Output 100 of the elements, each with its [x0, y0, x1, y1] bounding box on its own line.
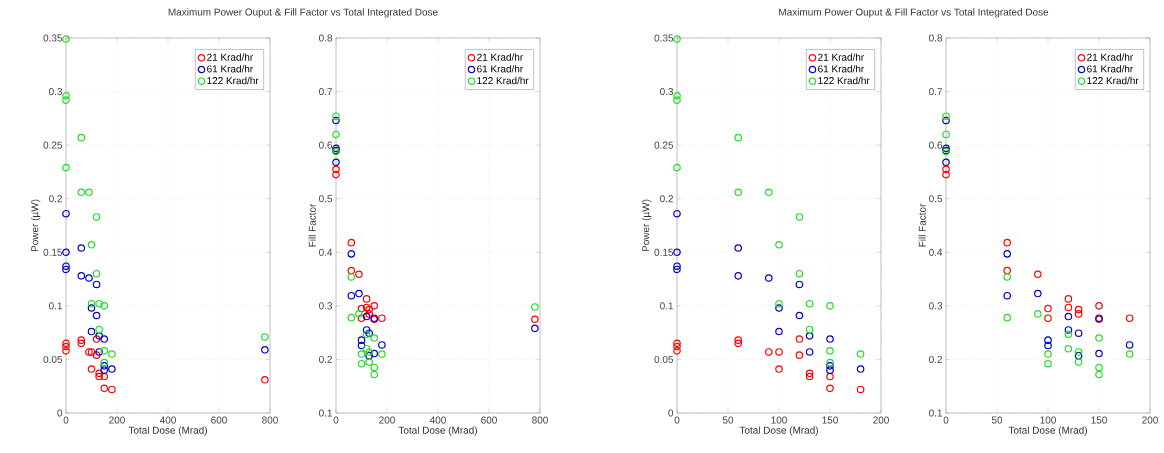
- point: [347, 291, 356, 300]
- point: [1003, 313, 1012, 322]
- point: [673, 339, 681, 348]
- legend-label: 21 Krad/hr: [818, 53, 864, 61]
- x-tick-label: 200: [873, 416, 889, 424]
- point: [62, 262, 70, 271]
- point: [87, 327, 96, 336]
- y-tick-label: 0.1: [660, 302, 674, 310]
- point: [826, 335, 834, 343]
- point: [77, 188, 86, 197]
- point: [62, 92, 70, 100]
- point: [1125, 314, 1134, 322]
- point: [1044, 359, 1052, 368]
- point: [734, 244, 743, 252]
- legend-label: 122 Krad/hr: [477, 76, 529, 85]
- x-tick-label: 600: [211, 416, 227, 424]
- point: [347, 273, 356, 281]
- y-tick-label: 0.05: [654, 355, 674, 363]
- point: [362, 295, 371, 303]
- x-tick-label: 200: [109, 416, 125, 424]
- point: [378, 341, 386, 349]
- point: [100, 362, 109, 370]
- point: [100, 302, 109, 310]
- y-tick-label: 0.1: [49, 302, 62, 310]
- point: [734, 188, 743, 197]
- y-tick-label: 0.2: [49, 195, 62, 203]
- point: [357, 350, 366, 358]
- point: [87, 304, 96, 312]
- point: [826, 302, 834, 310]
- point: [347, 266, 356, 275]
- point: [1074, 358, 1083, 366]
- point: [1044, 314, 1052, 322]
- point: [673, 92, 681, 100]
- point: [100, 366, 109, 374]
- point: [734, 272, 743, 280]
- point: [805, 332, 814, 340]
- point: [332, 165, 340, 174]
- point: [362, 326, 371, 334]
- x-axis-title: Total Dose (Mrad): [1008, 426, 1087, 436]
- point: [62, 265, 70, 274]
- point: [1064, 326, 1073, 334]
- point: [347, 250, 356, 258]
- point: [332, 170, 340, 179]
- legend-label: 122 Krad/hr: [207, 76, 259, 85]
- point: [95, 372, 103, 381]
- y-tick-label: 0.7: [929, 88, 942, 96]
- point: [100, 384, 109, 393]
- x-tick-label: 200: [379, 416, 395, 424]
- point: [355, 289, 363, 298]
- point: [1044, 336, 1052, 344]
- point: [357, 304, 366, 313]
- point: [100, 347, 109, 355]
- point: [765, 348, 773, 356]
- point: [332, 116, 340, 125]
- point: [92, 311, 101, 320]
- point: [62, 209, 70, 218]
- point: [62, 342, 70, 351]
- point: [805, 369, 814, 378]
- point: [332, 112, 340, 121]
- legend-label: 61 Krad/hr: [477, 65, 523, 73]
- point: [942, 170, 950, 179]
- point: [531, 315, 539, 324]
- x-tick-label: 400: [159, 416, 176, 424]
- x-tick-label: 100: [771, 416, 787, 424]
- point: [355, 270, 363, 279]
- point: [1044, 341, 1052, 350]
- point: [1064, 312, 1073, 321]
- y-axis-title: Fill Factor: [308, 203, 316, 247]
- y-tick-label: 0.4: [929, 248, 943, 256]
- point: [826, 366, 834, 374]
- point: [362, 303, 371, 312]
- point: [1125, 341, 1134, 349]
- point: [1034, 289, 1042, 298]
- legend-label: 122 Krad/hr: [1087, 76, 1139, 85]
- point: [1064, 303, 1073, 312]
- point: [1074, 310, 1083, 318]
- point: [856, 385, 865, 394]
- point: [673, 96, 681, 104]
- point: [775, 299, 783, 308]
- point: [1095, 370, 1103, 379]
- y-tick-label: 0.6: [929, 141, 943, 149]
- point: [826, 372, 834, 381]
- point: [765, 188, 773, 197]
- point: [795, 213, 804, 221]
- legend-label: 61 Krad/hr: [1087, 65, 1133, 73]
- point: [378, 314, 386, 322]
- y-tick-label: 0.2: [660, 195, 673, 203]
- point: [942, 112, 950, 121]
- x-tick-label: 100: [1040, 416, 1056, 424]
- y-tick-label: 0.35: [43, 34, 63, 42]
- x-tick-label: 0: [63, 416, 69, 424]
- x-tick-label: 0: [943, 416, 949, 424]
- point: [77, 339, 86, 348]
- y-tick-label: 0.2: [929, 355, 942, 363]
- point: [347, 238, 356, 247]
- point: [92, 269, 101, 278]
- point: [1003, 238, 1012, 247]
- point: [531, 324, 539, 333]
- legend-label: 61 Krad/hr: [207, 65, 253, 73]
- point: [87, 299, 96, 308]
